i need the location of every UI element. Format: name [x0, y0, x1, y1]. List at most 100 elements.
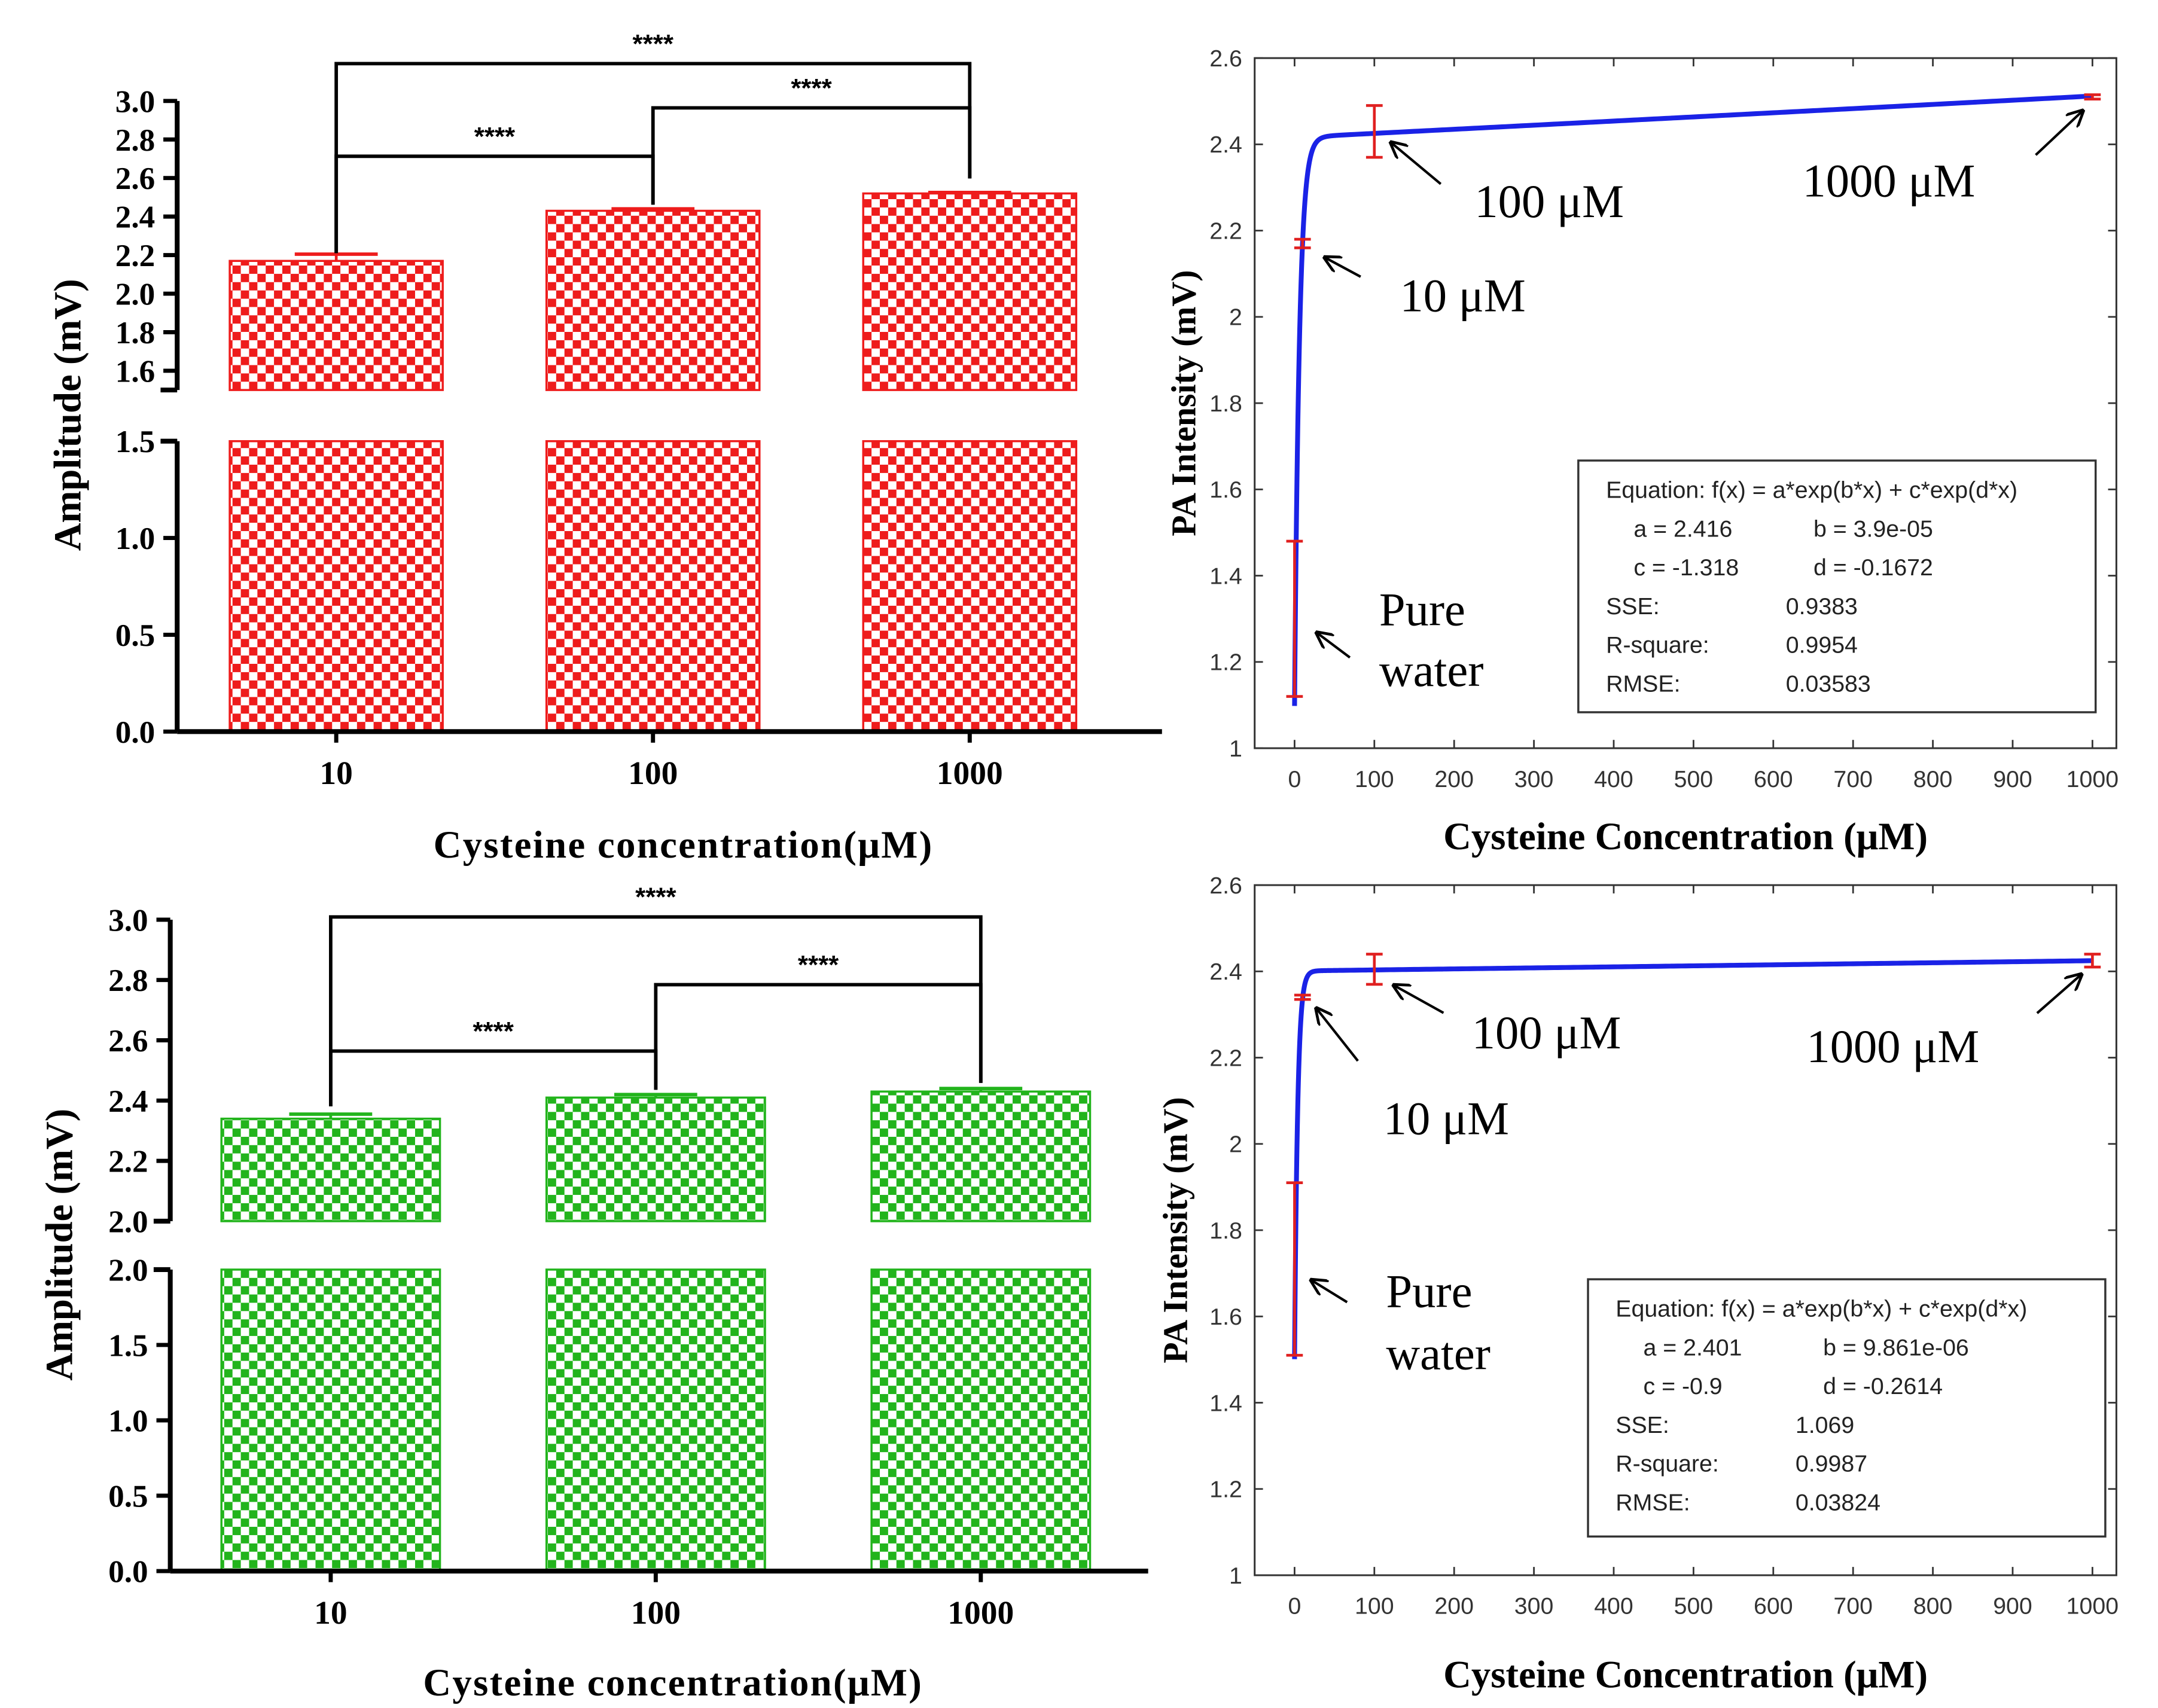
fit-stat-equation: Equation: f(x) = a*exp(b*x) + c*exp(d*x) — [1616, 1296, 2027, 1322]
fit-stat-sse_label: SSE: — [1616, 1412, 1669, 1438]
fit-stat-rmse: 0.03824 — [1796, 1489, 1880, 1515]
x-tick-label: 10 — [319, 755, 353, 792]
annotation-label: 100 μM — [1474, 176, 1624, 228]
significance-label: **** — [473, 1017, 514, 1046]
x-tick-label: 200 — [1434, 1593, 1474, 1619]
y-tick-label: 1.0 — [115, 521, 155, 556]
y-tick-label: 2.2 — [1209, 218, 1242, 244]
x-tick-label: 10 — [314, 1595, 348, 1631]
bar-upper-10 — [228, 260, 444, 391]
annotation-label: 10 μM — [1383, 1093, 1509, 1145]
fit-stat-sse_label: SSE: — [1606, 593, 1660, 620]
annotation-arrow — [1325, 257, 1361, 278]
fit-stats-box — [1587, 1278, 2107, 1538]
y-tick-label: 2.6 — [115, 161, 155, 196]
y-tick-label: 2.6 — [1209, 873, 1242, 899]
y-tick-label: 1.5 — [108, 1328, 148, 1363]
fit-stat-sse: 1.069 — [1796, 1412, 1854, 1438]
annotation-arrow — [2035, 111, 2083, 156]
fit-stats-box — [1577, 459, 2097, 713]
bar-upper-100 — [545, 209, 761, 391]
x-tick-label: 100 — [1355, 1593, 1394, 1619]
x-tick-label: 700 — [1833, 1593, 1873, 1619]
fit-curve — [1292, 958, 2093, 1359]
bar-lower-10 — [228, 440, 444, 733]
y-tick-label: 1.2 — [1209, 1477, 1242, 1503]
y-axis-title: PA Intensity (mV) — [1164, 270, 1203, 536]
fit-stat-equation: Equation: f(x) = a*exp(b*x) + c*exp(d*x) — [1606, 477, 2017, 504]
y-tick-label: 1.4 — [1209, 563, 1242, 589]
y-axis-title: PA Intensity (mV) — [1156, 1097, 1194, 1363]
annotation-label: Pure — [1386, 1265, 1472, 1317]
fit-stat-r2: 0.9987 — [1796, 1451, 1867, 1477]
bar-upper-10 — [220, 1117, 441, 1222]
y-tick-label: 3.0 — [115, 84, 155, 119]
y-tick-label: 2.2 — [108, 1144, 148, 1179]
x-tick-label: 500 — [1674, 766, 1714, 792]
fit-stat-rmse_label: RMSE: — [1606, 670, 1680, 697]
fit-stat-c: c = -0.9 — [1644, 1373, 1723, 1399]
y-tick-label: 0.5 — [108, 1479, 148, 1514]
y-tick-label: 1 — [1229, 1563, 1242, 1589]
y-tick-label: 2.6 — [108, 1023, 148, 1059]
annotation-label: 1000 μM — [1806, 1021, 1979, 1073]
y-axis-title: Amplitude (mV) — [38, 1109, 81, 1381]
x-tick-label: 400 — [1594, 1593, 1633, 1619]
annotation-arrow — [1311, 1280, 1348, 1304]
x-tick-label: 1000 — [2066, 1593, 2119, 1619]
y-tick-label: 0.0 — [108, 1554, 148, 1590]
x-tick-label: 100 — [1355, 766, 1394, 792]
x-tick-label: 100 — [631, 1595, 681, 1631]
fit-stat-r2_label: R-square: — [1606, 632, 1709, 658]
annotation-arrow — [1394, 985, 1444, 1014]
y-tick-label: 2.2 — [115, 238, 155, 273]
x-tick-label: 600 — [1754, 766, 1793, 792]
bar-chart-top-left: 10 100 1000 0.0 0.5 1.0 1.5 1.61.82.0 2.22.4 2.62… — [46, 29, 1162, 867]
x-tick-label: 0 — [1288, 1593, 1301, 1619]
y-tick-label: 2.8 — [108, 963, 148, 998]
x-tick-label: 600 — [1754, 1593, 1793, 1619]
x-tick-label: 0 — [1288, 766, 1301, 792]
bar-upper-100 — [545, 1096, 766, 1222]
y-tick-label: 1.6 — [115, 353, 155, 389]
bar-lower-1000 — [870, 1268, 1092, 1572]
y-tick-label: 3.0 — [108, 902, 148, 938]
y-tick-label: 1.4 — [1209, 1390, 1242, 1416]
annotation-label: 100 μM — [1472, 1007, 1621, 1059]
annotation-label: 10 μM — [1400, 270, 1526, 322]
bar-lower-1000 — [862, 440, 1078, 733]
significance-label: **** — [474, 122, 516, 151]
fit-stat-d: d = -0.1672 — [1813, 554, 1933, 581]
x-tick-label: 1000 — [937, 755, 1003, 792]
y-tick-label: 0.5 — [115, 618, 155, 653]
significance-label: **** — [791, 74, 832, 103]
x-tick-label: 100 — [628, 755, 678, 792]
y-tick-label: 2.6 — [1209, 45, 1242, 72]
annotation-arrow — [1316, 633, 1351, 659]
fit-stat-b: b = 9.861e-06 — [1823, 1334, 1969, 1361]
y-tick-label: 1.8 — [115, 315, 155, 350]
y-tick-label: 0.0 — [115, 715, 155, 750]
fit-stat-a: a = 2.401 — [1644, 1334, 1742, 1361]
x-axis-title: Cysteine concentration(μM) — [423, 1661, 923, 1704]
y-tick-label: 1.6 — [1209, 1304, 1242, 1330]
y-tick-label: 2.8 — [115, 123, 155, 158]
x-tick-label: 200 — [1434, 766, 1474, 792]
x-axis-title: Cysteine Concentration (μM) — [1443, 815, 1928, 858]
x-tick-label: 300 — [1514, 1593, 1554, 1619]
x-tick-label: 400 — [1594, 766, 1633, 792]
y-tick-label: 1.5 — [115, 424, 155, 459]
y-tick-label: 1 — [1229, 736, 1242, 762]
x-tick-label: 900 — [1993, 1593, 2032, 1619]
bar-lower-10 — [220, 1268, 441, 1572]
y-tick-label: 2 — [1229, 304, 1242, 331]
y-tick-label: 2.2 — [1209, 1045, 1242, 1071]
fit-chart-top-right: 0 100 200 300 400 500 600 700 800 900 1000 1 1.2 1.4 1… — [1164, 45, 2119, 858]
annotation-arrow — [2036, 974, 2081, 1014]
y-tick-label: 1.6 — [1209, 477, 1242, 503]
y-axis-title: Amplitude (mV) — [46, 279, 89, 551]
bar-chart-bottom-left: 10 100 1000 0.0 0.5 1.0 1.5 2.0 2.0 2.2 2.4 2.6 2.8 3… — [38, 883, 1148, 1704]
fit-stat-rmse_label: RMSE: — [1616, 1489, 1690, 1515]
annotation-label: water — [1386, 1328, 1491, 1380]
fit-stat-sse: 0.9383 — [1786, 593, 1858, 620]
